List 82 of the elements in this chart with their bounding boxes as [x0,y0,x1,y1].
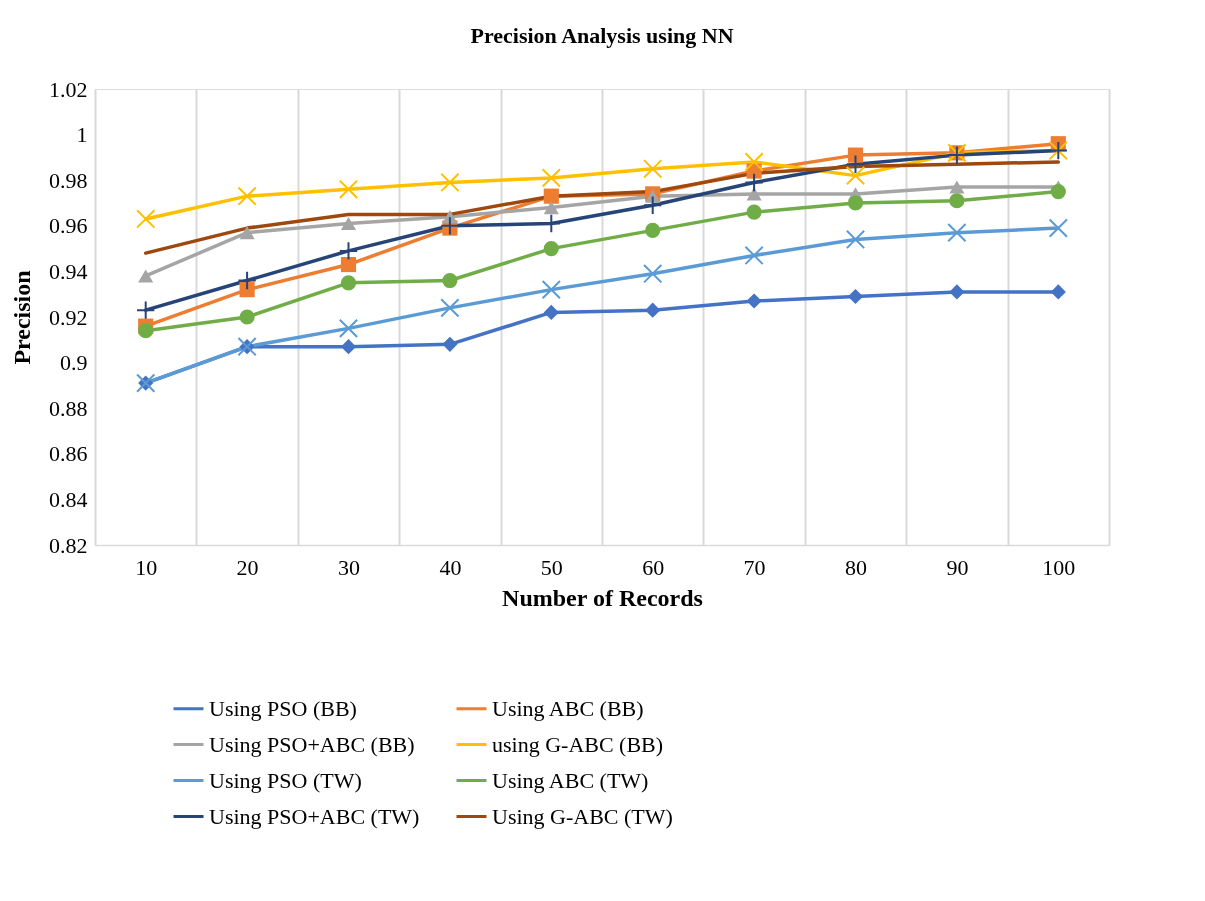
point [136,209,156,229]
y-tick-label: 0.86 [49,441,88,467]
line-series [143,160,1061,255]
point [847,147,864,163]
x-axis-title: Number of Records [502,584,703,611]
point [543,188,559,204]
y-tick-label: 0.96 [49,213,88,239]
point [1050,184,1066,200]
point [645,302,661,318]
point [543,200,559,215]
x-tick-label: 10 [135,554,158,580]
point [949,284,965,300]
y-tick-label: 0.9 [60,350,88,376]
x-tick-label: 80 [845,554,867,580]
point [949,193,965,209]
y-tick-label: 0.98 [49,167,88,193]
point [440,298,460,318]
point [237,186,257,206]
y-tick-label: 1 [76,122,88,148]
point [746,204,762,220]
point [947,222,967,243]
point [442,336,458,352]
point [340,256,357,273]
x-tick-label: 90 [946,554,969,580]
point [643,264,663,284]
legend-label: Using PSO (BB) [209,695,357,721]
chart-title: Precision Analysis using NN [470,23,734,48]
x-tick-label: 30 [338,554,360,580]
y-tick-label: 0.88 [49,395,88,421]
point [744,152,764,172]
point [442,272,458,289]
point [541,168,561,188]
point [340,339,357,355]
legend-label: Using PSO+ABC (TW) [209,803,420,829]
x-tick-label: 60 [642,554,665,580]
point [543,304,559,321]
x-tick-label: 20 [236,554,259,580]
point [543,241,559,257]
point [847,288,864,305]
point [744,245,764,266]
legend-label: Using ABC (TW) [492,767,649,793]
point [746,293,762,309]
point [239,282,255,298]
point [541,279,561,300]
point [338,241,359,261]
x-tick-label: 70 [743,554,766,580]
legend-label: Using G-ABC (TW) [492,803,673,829]
point [744,172,764,193]
y-tick-label: 0.94 [49,258,88,284]
point [949,180,965,194]
point [1048,218,1068,238]
legend-label: Using ABC (BB) [492,695,644,721]
y-tick-label: 0.92 [49,304,88,330]
legend-label: Using PSO (TW) [209,767,362,793]
point [845,165,866,186]
legend-label: Using PSO+ABC (BB) [209,731,415,757]
point [845,154,866,174]
point [1050,284,1066,300]
y-tick-label: 0.84 [49,486,88,512]
point [340,216,357,231]
x-tick-label: 100 [1042,554,1076,580]
point [645,222,661,238]
point [340,275,357,291]
point [440,172,460,193]
x-tick-label: 50 [540,554,563,580]
point [845,229,866,250]
x-tick-label: 40 [439,554,462,580]
point [643,159,663,179]
legend-label: using G-ABC (BB) [492,731,664,757]
point [847,195,864,211]
point [136,300,156,320]
point [643,195,663,215]
y-axis-title: Precision [9,270,35,365]
point [338,318,359,339]
y-tick-label: 0.82 [49,532,88,558]
point [237,270,257,291]
point [338,179,359,199]
point [138,269,154,283]
point [239,309,255,325]
y-tick-label: 1.02 [49,76,88,102]
point [239,226,255,240]
point [138,323,154,339]
